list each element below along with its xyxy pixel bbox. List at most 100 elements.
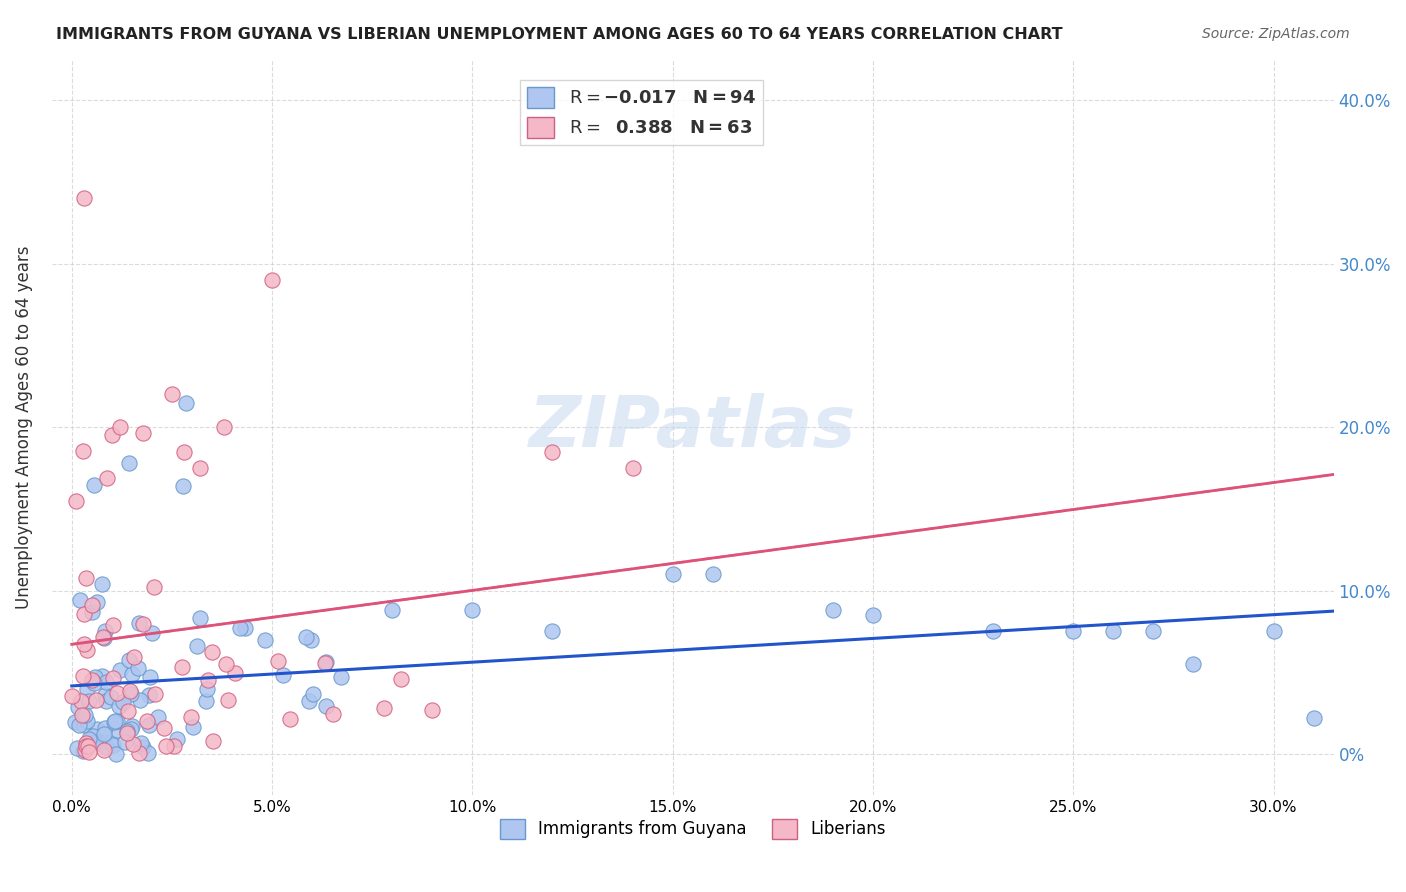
- Point: [86, 595, 108, 609]
- Point: [381, 603, 404, 617]
- Point: [101, 428, 124, 442]
- Point: [94, 739, 117, 754]
- Point: [70, 694, 93, 708]
- Point: [80, 599, 103, 613]
- Point: [105, 714, 128, 728]
- Point: [96, 471, 118, 485]
- Point: [212, 420, 235, 434]
- Point: [77, 694, 100, 708]
- Point: [96, 694, 118, 708]
- Point: [1102, 624, 1125, 639]
- Point: [76, 643, 98, 657]
- Point: [105, 723, 128, 738]
- Point: [128, 615, 150, 630]
- Point: [66, 699, 89, 714]
- Point: [108, 420, 131, 434]
- Point: [100, 690, 122, 705]
- Point: [389, 672, 412, 686]
- Point: [141, 626, 163, 640]
- Point: [195, 681, 218, 696]
- Point: [1142, 624, 1164, 639]
- Point: [420, 703, 443, 717]
- Point: [94, 688, 117, 702]
- Point: [174, 396, 197, 410]
- Point: [65, 493, 87, 508]
- Point: [65, 714, 87, 729]
- Point: [114, 735, 136, 749]
- Point: [73, 718, 96, 732]
- Point: [82, 673, 104, 688]
- Point: [129, 692, 152, 706]
- Point: [301, 687, 323, 701]
- Point: [172, 478, 194, 492]
- Text: Source: ZipAtlas.com: Source: ZipAtlas.com: [1202, 27, 1350, 41]
- Point: [73, 743, 96, 757]
- Point: [153, 721, 176, 735]
- Point: [121, 719, 143, 733]
- Point: [91, 577, 114, 591]
- Point: [188, 461, 211, 475]
- Point: [138, 718, 160, 732]
- Point: [93, 727, 115, 741]
- Point: [181, 720, 204, 734]
- Point: [862, 607, 884, 622]
- Point: [294, 630, 316, 644]
- Point: [118, 456, 141, 470]
- Point: [224, 666, 246, 681]
- Point: [93, 630, 115, 644]
- Point: [155, 739, 177, 753]
- Point: [188, 611, 211, 625]
- Point: [1302, 711, 1324, 725]
- Point: [73, 637, 96, 651]
- Point: [115, 726, 138, 740]
- Point: [981, 624, 1004, 639]
- Point: [129, 735, 152, 749]
- Point: [262, 273, 284, 287]
- Point: [72, 444, 94, 458]
- Point: [84, 670, 107, 684]
- Y-axis label: Unemployment Among Ages 60 to 64 years: Unemployment Among Ages 60 to 64 years: [15, 245, 32, 609]
- Point: [72, 669, 94, 683]
- Point: [233, 621, 256, 635]
- Point: [101, 671, 124, 685]
- Point: [132, 740, 155, 755]
- Point: [101, 738, 124, 752]
- Point: [80, 605, 103, 619]
- Point: [60, 689, 83, 703]
- Point: [197, 673, 219, 687]
- Point: [128, 746, 150, 760]
- Point: [266, 654, 288, 668]
- Point: [66, 741, 89, 756]
- Point: [72, 744, 94, 758]
- Point: [329, 670, 352, 684]
- Point: [143, 580, 166, 594]
- Point: [77, 739, 100, 754]
- Point: [166, 731, 188, 746]
- Point: [86, 722, 108, 736]
- Point: [172, 660, 194, 674]
- Point: [77, 731, 100, 746]
- Text: ZIPatlas: ZIPatlas: [529, 392, 856, 462]
- Point: [121, 737, 143, 751]
- Point: [148, 710, 170, 724]
- Point: [94, 624, 117, 639]
- Point: [201, 734, 224, 748]
- Text: IMMIGRANTS FROM GUYANA VS LIBERIAN UNEMPLOYMENT AMONG AGES 60 TO 64 YEARS CORREL: IMMIGRANTS FROM GUYANA VS LIBERIAN UNEMP…: [56, 27, 1063, 42]
- Point: [69, 592, 91, 607]
- Point: [322, 707, 344, 722]
- Point: [299, 632, 322, 647]
- Point: [315, 655, 337, 669]
- Point: [73, 707, 96, 722]
- Point: [201, 645, 224, 659]
- Point: [228, 621, 250, 635]
- Point: [94, 722, 117, 736]
- Point: [173, 444, 195, 458]
- Point: [100, 736, 122, 750]
- Point: [90, 669, 112, 683]
- Point: [120, 722, 142, 736]
- Point: [215, 657, 238, 671]
- Point: [87, 736, 110, 750]
- Point: [122, 650, 145, 665]
- Point: [120, 687, 142, 701]
- Point: [117, 704, 139, 718]
